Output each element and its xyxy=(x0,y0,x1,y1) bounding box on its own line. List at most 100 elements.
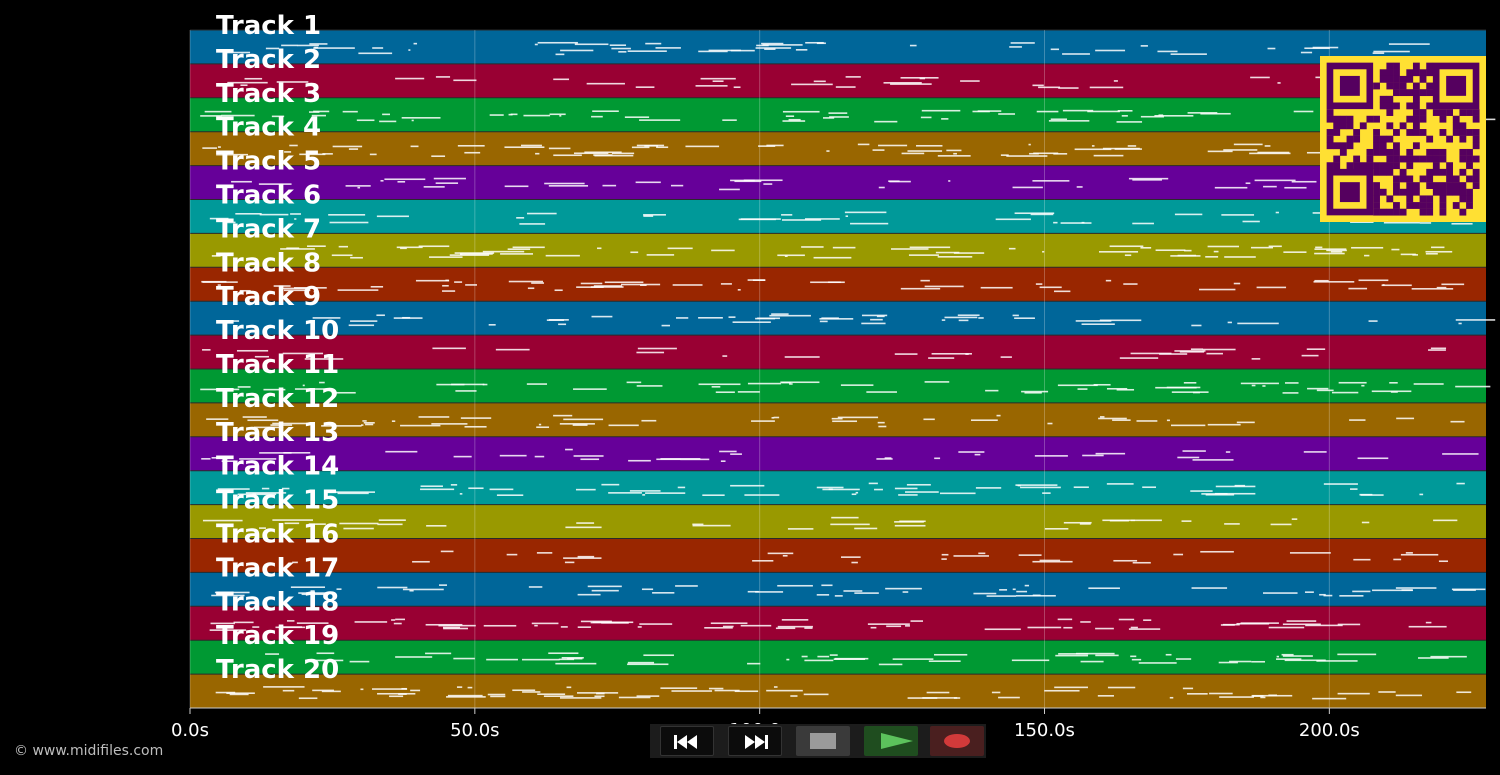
note-mark xyxy=(1286,620,1317,622)
axis-tick-label: 50.0s xyxy=(450,720,499,741)
note-mark xyxy=(1368,320,1378,322)
track-label: Track 17 xyxy=(216,553,339,583)
note-mark xyxy=(1015,484,1058,486)
qr-module xyxy=(1393,202,1400,209)
play-button[interactable] xyxy=(864,726,918,756)
track-lane xyxy=(190,63,1486,98)
note-mark xyxy=(1419,222,1432,224)
fast-forward-button[interactable] xyxy=(728,726,782,756)
note-mark xyxy=(293,287,327,289)
note-mark xyxy=(1250,246,1274,249)
note-mark xyxy=(708,687,724,690)
note-mark xyxy=(1291,180,1317,183)
note-mark xyxy=(1431,246,1445,249)
note-mark xyxy=(1350,488,1358,490)
note-mark xyxy=(941,553,949,556)
note-mark xyxy=(464,151,481,154)
note-mark xyxy=(861,314,888,317)
note-mark xyxy=(708,49,741,52)
note-mark xyxy=(661,324,670,327)
stop-button[interactable] xyxy=(796,726,850,756)
note-mark xyxy=(627,50,667,52)
qr-module xyxy=(1466,175,1473,183)
note-mark xyxy=(645,42,662,45)
note-mark xyxy=(861,322,886,325)
note-mark xyxy=(645,492,686,494)
note-mark xyxy=(1054,290,1071,293)
note-mark xyxy=(1425,621,1432,624)
note-mark xyxy=(450,484,458,486)
note-mark xyxy=(544,182,585,185)
qr-module xyxy=(1393,155,1400,163)
note-mark xyxy=(231,320,240,322)
note-mark xyxy=(1158,114,1164,116)
note-mark xyxy=(777,584,813,587)
note-mark xyxy=(536,552,553,554)
note-mark xyxy=(728,316,736,318)
note-mark xyxy=(1095,627,1114,630)
note-mark xyxy=(611,152,635,155)
qr-module xyxy=(1406,195,1414,203)
note-mark xyxy=(840,556,861,558)
note-mark xyxy=(980,286,1013,289)
qr-module xyxy=(1339,142,1347,150)
note-mark xyxy=(1413,383,1444,385)
note-mark xyxy=(558,323,567,326)
note-mark xyxy=(211,255,221,257)
qr-module xyxy=(1466,155,1473,163)
note-mark xyxy=(1020,486,1061,489)
note-mark xyxy=(348,148,359,150)
note-mark xyxy=(878,186,885,189)
qr-finder-core xyxy=(1446,75,1467,96)
note-mark xyxy=(408,49,411,51)
note-mark xyxy=(311,114,326,117)
note-mark xyxy=(1221,214,1255,216)
note-mark xyxy=(439,584,448,586)
note-mark xyxy=(757,317,780,320)
note-mark xyxy=(816,594,830,596)
qr-module xyxy=(1466,188,1473,196)
qr-finder-core xyxy=(1339,182,1360,203)
note-mark xyxy=(1130,626,1138,629)
note-mark xyxy=(1038,86,1061,89)
note-mark xyxy=(235,212,262,215)
qr-module xyxy=(1393,182,1400,189)
note-mark xyxy=(536,426,550,429)
qr-module xyxy=(1426,82,1434,90)
note-mark xyxy=(734,180,762,183)
note-mark xyxy=(316,652,335,655)
note-mark xyxy=(334,491,375,493)
note-mark xyxy=(413,42,418,45)
note-mark xyxy=(202,349,211,351)
note-mark xyxy=(1082,454,1104,457)
note-mark xyxy=(220,254,229,257)
note-mark xyxy=(393,622,402,625)
record-button[interactable] xyxy=(930,726,984,756)
qr-module xyxy=(1419,89,1427,97)
note-mark xyxy=(1097,695,1114,697)
qr-module xyxy=(1439,168,1447,176)
qr-module xyxy=(1373,182,1380,189)
note-mark xyxy=(677,486,686,489)
note-mark xyxy=(1267,47,1276,50)
note-mark xyxy=(1382,284,1385,286)
qr-module xyxy=(1472,155,1480,163)
qr-module xyxy=(1439,195,1447,203)
qr-module xyxy=(1432,168,1440,176)
note-mark xyxy=(482,383,488,386)
note-mark xyxy=(516,217,525,219)
note-mark xyxy=(1418,657,1449,659)
qr-module xyxy=(1406,175,1414,183)
rewind-button[interactable] xyxy=(660,726,714,756)
track-label: Track 18 xyxy=(216,587,339,617)
note-mark xyxy=(343,527,374,530)
note-mark xyxy=(999,589,1008,591)
note-mark xyxy=(560,49,594,52)
note-mark xyxy=(618,696,651,699)
track-label: Track 5 xyxy=(216,147,321,177)
note-mark xyxy=(944,316,978,319)
note-mark xyxy=(455,390,477,392)
qr-module xyxy=(1406,155,1414,163)
note-mark xyxy=(737,289,741,291)
note-mark xyxy=(575,488,596,491)
